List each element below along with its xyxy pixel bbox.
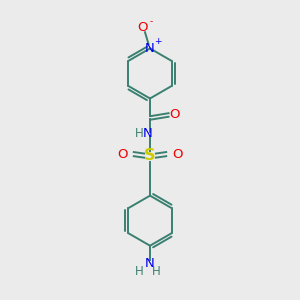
Text: O: O: [173, 148, 183, 161]
Text: -: -: [150, 17, 153, 26]
Text: H: H: [152, 265, 161, 278]
Text: O: O: [169, 108, 180, 121]
Text: +: +: [154, 38, 162, 46]
Text: O: O: [137, 21, 148, 34]
Text: H: H: [134, 127, 143, 140]
Text: N: N: [143, 127, 152, 140]
Text: N: N: [145, 257, 155, 271]
Text: H: H: [134, 265, 143, 278]
Text: N: N: [145, 42, 155, 55]
Text: O: O: [117, 148, 127, 161]
Text: S: S: [144, 148, 156, 164]
